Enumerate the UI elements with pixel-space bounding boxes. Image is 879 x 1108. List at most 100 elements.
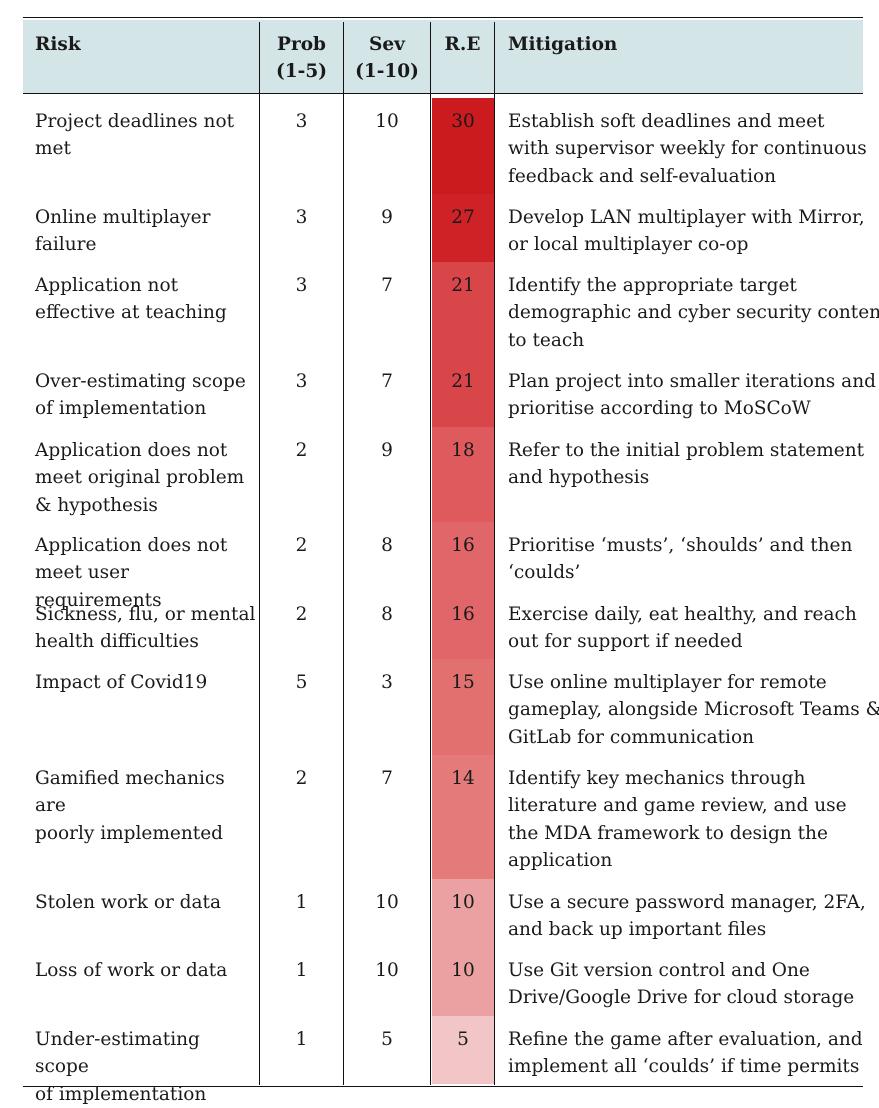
- risk-line: Over-estimating scope: [35, 371, 246, 392]
- sev-cell: 3: [381, 672, 393, 693]
- re-value: 10: [451, 892, 475, 913]
- re-value: 21: [451, 371, 475, 392]
- header-prob-line: (1-5): [276, 61, 327, 83]
- risk-line: Application not: [35, 275, 179, 296]
- mitigation-line: application: [508, 849, 613, 871]
- prob-cell: 1: [295, 892, 308, 913]
- sev-cell: 8: [381, 604, 393, 625]
- mitigation-line: out for support if needed: [508, 631, 743, 653]
- sev-cell: 9: [381, 440, 393, 461]
- prob-cell: 3: [295, 207, 308, 228]
- re-heat-cell: [432, 427, 494, 522]
- prob-cell: 2: [295, 604, 308, 625]
- mitigation-line: demographic and cyber security content: [508, 302, 879, 324]
- sev-cell: 7: [381, 768, 393, 789]
- mitigation-line: and back up important files: [508, 919, 767, 941]
- risk-line: health difficulties: [35, 631, 199, 653]
- re-value: 5: [457, 1029, 469, 1050]
- mitigation-line: Develop LAN multiplayer with Mirror,: [508, 207, 865, 228]
- mitigation-cell: Use Git version control and One Drive/Goo…: [508, 957, 868, 1012]
- mitigation-line: Identify key mechanics through: [508, 768, 806, 789]
- risk-line: Impact of Covid19: [35, 672, 208, 693]
- risk-line: Loss of work or data: [35, 960, 228, 981]
- header-sev-line: Sev: [369, 34, 405, 55]
- mitigation-line: ‘coulds’: [508, 562, 581, 584]
- header-band: [23, 20, 863, 94]
- risk-cell: Impact of Covid19: [35, 669, 257, 696]
- mitigation-line: Exercise daily, eat healthy, and reach: [508, 604, 857, 625]
- risk-cell: Gamified mechanics are poorly implemented: [35, 765, 257, 847]
- re-heat-cell: [432, 262, 494, 358]
- prob-cell: 3: [295, 371, 308, 392]
- risk-line: & hypothesis: [35, 494, 158, 516]
- mitigation-line: Identify the appropriate target: [508, 275, 797, 296]
- mitigation-line: or local multiplayer co-op: [508, 234, 749, 256]
- header-rule: [23, 93, 863, 95]
- re-heat-cell: [432, 522, 494, 591]
- re-value: 16: [451, 604, 475, 625]
- re-heat-cell: [432, 879, 494, 947]
- header-risk: Risk: [35, 34, 81, 55]
- mitigation-cell: Use a secure password manager, 2FA, and b…: [508, 889, 868, 944]
- header-re: R.E: [444, 34, 481, 55]
- header-mitigation: Mitigation: [508, 34, 618, 55]
- prob-cell: 2: [295, 535, 308, 556]
- re-value: 18: [451, 440, 475, 461]
- risk-line: of implementation: [35, 1083, 207, 1105]
- mitigation-line: implement all ‘coulds’ if time permits: [508, 1056, 860, 1078]
- mitigation-cell: Refine the game after evaluation, and imp…: [508, 1026, 868, 1081]
- mitigation-line: prioritise according to MoSCoW: [508, 398, 811, 420]
- risk-line: poorly implemented: [35, 822, 224, 844]
- risk-line: Sickness, flu, or mental: [35, 604, 256, 625]
- risk-cell: Application not effective at teaching: [35, 272, 257, 327]
- risk-cell: Sickness, flu, or mental health difficult…: [35, 601, 257, 656]
- header-prob: Prob (1-5): [260, 31, 343, 86]
- mitigation-line: Establish soft deadlines and meet: [508, 111, 825, 132]
- risk-line: Online multiplayer: [35, 207, 211, 228]
- re-heat-cell: [432, 591, 494, 659]
- header-prob-line: Prob: [277, 34, 326, 55]
- risk-line: meet user requirements: [35, 562, 162, 611]
- re-value: 16: [451, 535, 475, 556]
- risk-cell: Stolen work or data: [35, 889, 257, 916]
- re-value: 14: [451, 768, 475, 789]
- risk-cell: Application does not meet original proble…: [35, 437, 257, 519]
- risk-cell: Under-estimating scope of implementation: [35, 1026, 257, 1108]
- mitigation-line: Use Git version control and One: [508, 960, 810, 981]
- risk-line: of implementation: [35, 398, 207, 420]
- prob-cell: 2: [295, 768, 308, 789]
- sev-cell: 5: [381, 1029, 393, 1050]
- risk-cell: Online multiplayer failure: [35, 204, 257, 259]
- mitigation-cell: Prioritise ‘musts’, ‘shoulds’ and then ‘c…: [508, 532, 868, 587]
- prob-cell: 1: [295, 1029, 308, 1050]
- mitigation-line: the MDA framework to design the: [508, 822, 828, 844]
- re-value: 15: [451, 672, 475, 693]
- prob-cell: 5: [295, 672, 308, 693]
- re-value: 27: [451, 207, 475, 228]
- sev-cell: 7: [381, 371, 393, 392]
- risk-line: meet original problem: [35, 467, 245, 489]
- re-value: 10: [451, 960, 475, 981]
- top-rule: [23, 17, 863, 19]
- mitigation-cell: Establish soft deadlines and meet with su…: [508, 108, 868, 190]
- bottom-rule: [23, 1086, 863, 1088]
- re-heat-cell: [432, 98, 494, 194]
- risk-line: effective at teaching: [35, 302, 227, 324]
- risk-cell: Project deadlines not met: [35, 108, 257, 163]
- mitigation-line: Plan project into smaller iterations and: [508, 371, 876, 392]
- risk-cell: Loss of work or data: [35, 957, 257, 984]
- risk-line: met: [35, 138, 71, 160]
- prob-cell: 3: [295, 111, 308, 132]
- mitigation-line: Drive/Google Drive for cloud storage: [508, 987, 855, 1009]
- mitigation-cell: Plan project into smaller iterations and…: [508, 368, 876, 423]
- mitigation-line: gameplay, alongside Microsoft Teams &: [508, 699, 879, 721]
- sev-cell: 7: [381, 275, 393, 296]
- risk-line: Gamified mechanics are: [35, 768, 225, 817]
- mitigation-line: Use online multiplayer for remote: [508, 672, 827, 693]
- sev-cell: 10: [375, 111, 399, 132]
- risk-line: Application does not: [35, 440, 228, 461]
- risk-line: Application does not: [35, 535, 228, 556]
- sev-cell: 9: [381, 207, 393, 228]
- mitigation-line: with supervisor weekly for continuous: [508, 138, 867, 160]
- re-heat-cell: [432, 194, 494, 262]
